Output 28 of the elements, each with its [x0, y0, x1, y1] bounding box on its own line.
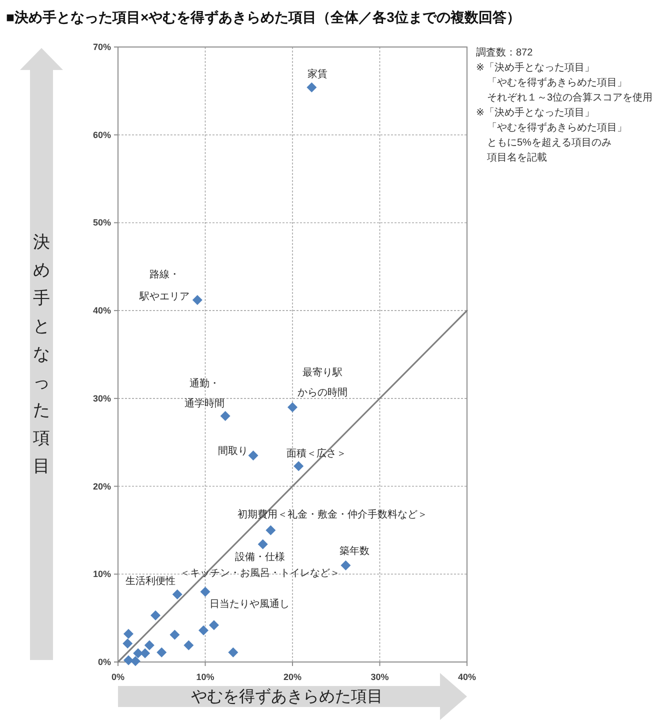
xtick-label: 0%: [112, 672, 124, 682]
xtick-label: 20%: [284, 672, 302, 682]
note: ※「決め手となった項目」「やむを得ずあきらめた項目」ともに5%を超える項目のみ項目名を記載: [476, 108, 627, 164]
ytick-label: 50%: [92, 218, 111, 228]
ytick-label: 20%: [92, 481, 111, 492]
annotation-label: 生活利便性: [125, 576, 176, 587]
annotation-label: 設備・仕様＜キッチン・お風呂・トイレなど＞: [180, 552, 340, 579]
annotation-label: 最寄り駅からの時間: [298, 368, 348, 399]
annotation-label: 間取り: [218, 446, 248, 458]
xtick-label: 30%: [370, 672, 389, 682]
annotation-label: 日当たりや風通し: [209, 599, 290, 610]
ytick-label: 60%: [92, 130, 111, 140]
ytick-label: 0%: [98, 657, 111, 667]
note: 調査数：872: [476, 48, 533, 58]
ytick-label: 30%: [92, 393, 111, 404]
annotation-label: 路線・駅やエリア: [139, 270, 190, 303]
annotation-label: 家賃: [308, 68, 328, 80]
xtick-label: 10%: [196, 672, 214, 682]
xtick-label: 40%: [458, 672, 476, 682]
annotation-label: 築年数: [340, 546, 370, 557]
note: ※「決め手となった項目」「やむを得ずあきらめた項目」それぞれ１～3位の合算スコアを使用: [476, 62, 653, 104]
ytick-label: 40%: [92, 306, 111, 316]
ytick-label: 10%: [92, 569, 111, 580]
ytick-label: 70%: [92, 42, 111, 52]
xlabel: やむを得ずあきらめた項目: [191, 688, 383, 706]
ylabel: 決め手となった項目: [33, 232, 50, 476]
annotation-label: 通勤・通学時間: [184, 378, 224, 410]
title: ■決め手となった項目×やむを得ずあきらめた項目（全体／各3位までの複数回答）: [6, 9, 520, 25]
